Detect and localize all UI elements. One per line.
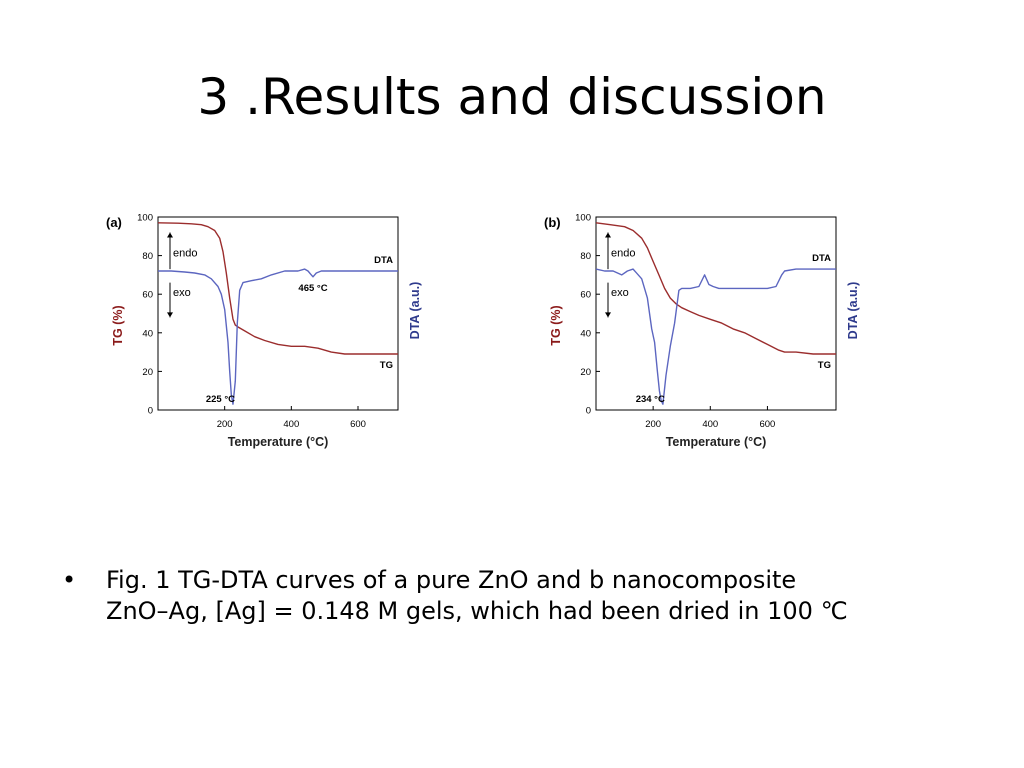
chart-b-x-axis-label: Temperature (°C) [666,435,767,449]
chart-b-endo-label: endo [611,248,635,260]
chart-a-y-axis-label: TG (%) [111,305,125,345]
chart-b-x-tick-label: 600 [759,419,775,430]
chart-b-y-axis-label: TG (%) [549,305,563,345]
chart-b-series-dta-line [595,268,836,405]
bullet-dot: • [62,566,77,594]
chart-b-annotation: TG [818,360,831,371]
chart-a-x-tick-label: 400 [283,419,299,430]
chart-a-endo-label: endo [173,248,197,260]
chart-a-y-tick-label: 100 [137,213,153,224]
chart-a-y-tick-label: 20 [142,367,153,378]
chart-b-endo-arrowhead [605,232,611,238]
chart-b-y-tick-label: 40 [580,328,591,339]
chart-a: 0 20 40 60 80 100 200 400 600 Temperature (°C) TG … [100,205,430,465]
chart-a-y-tick-label: 40 [142,328,153,339]
chart-b-series-tg-line [595,222,836,355]
chart-a-y-tick-label: 80 [142,251,153,262]
figure-caption: Fig. 1 TG-DTA curves of a pure ZnO and b… [106,565,966,627]
chart-b-annotation: 234 °C [636,394,665,405]
chart-b-exo-label: exo [611,287,629,299]
chart-a-svg: 0 20 40 60 80 100 200 400 600 Temperature (°C) TG … [106,213,422,450]
chart-a-y2-axis-label: DTA (a.u.) [408,282,422,340]
chart-a-annotation: DTA [374,255,393,266]
chart-b-x-tick-label: 400 [702,419,718,430]
chart-a-y-tick-label: 60 [142,290,153,301]
chart-a-x-axis-label: Temperature (°C) [228,435,329,449]
chart-b-annotation: DTA [812,253,831,264]
chart-b-y-tick-label: 0 [586,406,591,417]
chart-a-plot-frame [157,216,399,411]
chart-a-exo-arrowhead [167,312,173,318]
chart-b-exo-arrowhead [605,312,611,318]
chart-b-panel-label: (b) [544,215,561,230]
chart-b-y-tick-label: 60 [580,290,591,301]
chart-b-plot-frame [595,216,837,411]
caption-line-2: ZnO–Ag, [Ag] = 0.148 M gels, which had b… [106,597,848,625]
chart-a-annotation: 225 °C [206,394,235,405]
chart-a-series-tg-line [157,222,398,355]
caption-line-1: Fig. 1 TG-DTA curves of a pure ZnO and b… [106,566,797,594]
chart-b-svg: 0 20 40 60 80 100 200 400 600 Temperature (°C) TG … [544,213,860,450]
chart-b-y-tick-label: 100 [575,213,591,224]
chart-a-annotation: 465 °C [298,283,327,294]
chart-a-annotation: TG [380,360,393,371]
slide-title: 3 .Results and discussion [197,68,827,126]
chart-b: 0 20 40 60 80 100 200 400 600 Temperature (°C) TG … [538,205,868,465]
chart-a-series-dta-line [158,268,398,405]
chart-a-x-tick-label: 200 [217,419,233,430]
chart-a-endo-arrowhead [167,232,173,238]
chart-b-x-tick-label: 200 [645,419,661,430]
chart-a-panel-label: (a) [106,215,122,230]
chart-a-y-tick-label: 0 [148,406,153,417]
chart-b-y-tick-label: 80 [580,251,591,262]
chart-b-y-tick-label: 20 [580,367,591,378]
chart-a-exo-label: exo [173,287,191,299]
chart-b-y2-axis-label: DTA (a.u.) [846,282,860,340]
chart-a-x-tick-label: 600 [350,419,366,430]
